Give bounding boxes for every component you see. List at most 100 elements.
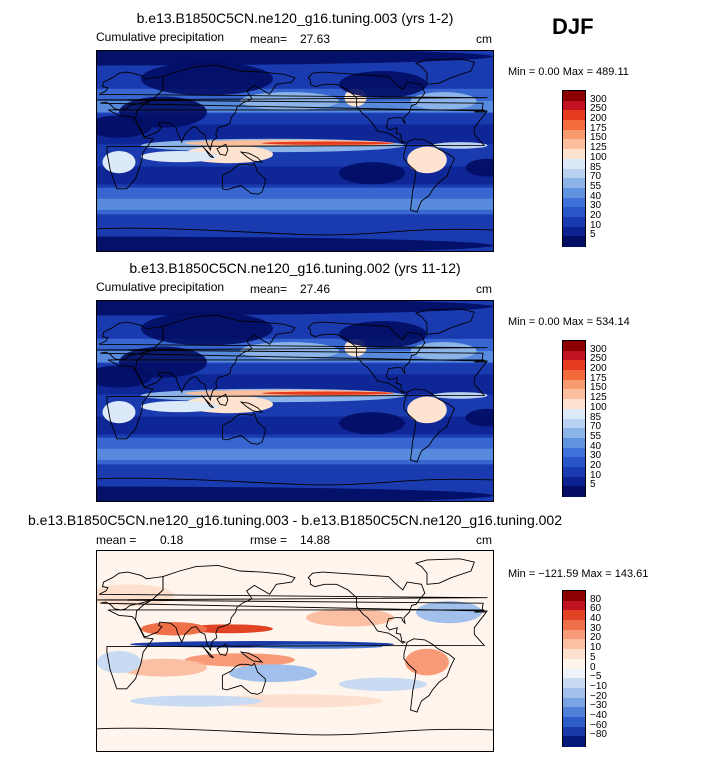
dry-region — [339, 71, 427, 98]
colorbar-segment — [563, 197, 585, 208]
coastline — [106, 359, 488, 440]
colorbar-segment — [563, 236, 585, 247]
diff-feature — [141, 622, 207, 636]
coastline — [414, 558, 475, 585]
mean-value: 27.46 — [300, 282, 331, 296]
precip-map — [96, 50, 494, 252]
colorbar-segment — [563, 399, 585, 410]
diff-feature — [306, 608, 394, 627]
precip-band — [97, 198, 493, 210]
panel-title: b.e13.B1850C5CN.ne120_g16.tuning.002 (yr… — [129, 260, 461, 276]
precip-feature — [262, 141, 394, 145]
coastline — [135, 564, 296, 652]
colorbar-segment — [563, 379, 585, 390]
colorbar-segment — [563, 639, 585, 650]
colorbar-segment — [563, 187, 585, 199]
colorbar-tick-label: 20 — [590, 632, 602, 644]
coastline — [97, 571, 488, 612]
colorbar-segment — [563, 486, 585, 497]
colorbar-segment — [563, 457, 585, 468]
colorbar-tick-label: 70 — [590, 171, 602, 183]
map-graphic — [97, 301, 493, 501]
precip-feature — [410, 342, 477, 360]
coastline — [221, 162, 266, 195]
coastline — [201, 145, 214, 159]
colorbar-segment — [563, 360, 585, 371]
colorbar-segment — [563, 437, 585, 449]
diff-feature — [405, 648, 449, 676]
colorbar-tick-label: 10 — [590, 642, 602, 654]
colorbar-segment — [563, 476, 585, 487]
colorbar-tick-label: 70 — [590, 421, 602, 433]
colorbar-tick-label: 125 — [590, 392, 607, 404]
dry-region — [97, 301, 493, 316]
colorbar-segment — [563, 707, 585, 718]
colorbar-segment — [563, 418, 585, 429]
colorbar-tick-label: 125 — [590, 142, 607, 154]
colorbar-tick-label: 150 — [590, 382, 607, 394]
colorbar-tick-label: 150 — [590, 132, 607, 144]
coastline — [403, 638, 456, 713]
coastline-antarctica — [97, 477, 493, 486]
colorbar — [562, 90, 586, 247]
colorbar-tick-label: −10 — [590, 680, 607, 692]
coastline — [201, 395, 214, 409]
colorbar-segment — [563, 687, 585, 699]
coastline-antarctica — [97, 727, 493, 736]
coastline — [403, 138, 456, 213]
precip-band — [97, 124, 493, 145]
colorbar-segment — [563, 100, 585, 111]
mean-label: mean= — [250, 32, 288, 46]
colorbar-tick-label: 30 — [590, 200, 602, 212]
colorbar-tick-label: 200 — [590, 363, 607, 375]
colorbar-segment — [563, 649, 585, 660]
colorbar-tick-label: 5 — [590, 479, 596, 491]
diff-feature — [185, 624, 273, 634]
colorbar-segment — [563, 591, 585, 602]
colorbar-segment — [563, 178, 585, 189]
coastline — [239, 401, 264, 413]
diff-feature — [416, 601, 482, 624]
colorbar-tick-label: 300 — [590, 343, 607, 355]
coastline — [414, 308, 475, 335]
colorbar-tick-label: −20 — [590, 690, 607, 702]
dry-region — [97, 486, 493, 501]
field-label: Cumulative precipitation — [96, 30, 225, 44]
colorbar-segment — [563, 466, 585, 478]
diff-feature — [130, 695, 262, 707]
coastline — [307, 71, 426, 144]
precip-feature — [141, 151, 218, 163]
coastline — [106, 109, 488, 190]
colorbar-segment — [563, 168, 585, 179]
dry-region — [339, 412, 405, 435]
precip-band — [97, 448, 493, 460]
diff-feature — [97, 651, 141, 674]
colorbar-tick-label: 5 — [590, 651, 596, 663]
colorbar-segment — [563, 408, 585, 419]
precip-map — [96, 300, 494, 502]
difference-map — [96, 550, 494, 752]
colorbar-tick-label: 85 — [590, 161, 602, 173]
precip-feature — [262, 391, 394, 395]
dry-region — [339, 321, 427, 348]
dry-region — [465, 408, 493, 427]
diff-feature — [251, 644, 383, 649]
diff-feature — [207, 694, 383, 708]
season-label: DJF — [552, 14, 594, 39]
colorbar-tick-label: −40 — [590, 709, 607, 721]
precip-feature — [102, 401, 136, 424]
dry-region — [465, 158, 493, 177]
colorbar-tick-label: 40 — [590, 613, 602, 625]
dry-region — [97, 51, 493, 66]
colorbar-tick-label: 250 — [590, 353, 607, 365]
colorbar-segment — [563, 149, 585, 160]
colorbar-tick-label: 55 — [590, 430, 602, 442]
colorbar-segment — [563, 716, 585, 728]
colorbar-segment — [563, 678, 585, 689]
colorbar-segment — [563, 668, 585, 679]
colorbar-tick-label: 10 — [590, 219, 602, 231]
diff-feature — [229, 664, 317, 683]
coastline — [216, 393, 229, 406]
coastline — [239, 151, 264, 163]
coastline — [221, 412, 266, 445]
